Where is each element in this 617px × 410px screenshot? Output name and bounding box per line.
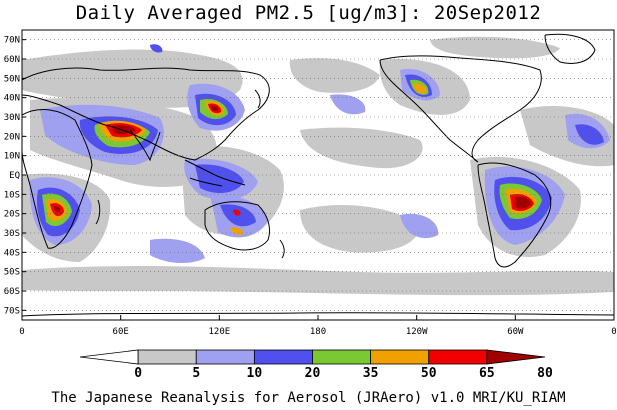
lon-axis: 0 60E 120E 180 120W 60W 0 xyxy=(19,315,617,337)
colorbar-tick-label: 10 xyxy=(247,366,263,381)
lat-label: 10N xyxy=(4,152,20,162)
colorbar-tick-label: 0 xyxy=(134,366,142,381)
colorbar-bin xyxy=(137,349,197,365)
lon-label: 60W xyxy=(507,327,524,337)
lat-label: 20N xyxy=(4,132,20,142)
lat-label: 60N xyxy=(4,55,20,65)
pm25-field xyxy=(22,33,614,317)
colorbar-tick-label: 65 xyxy=(479,366,495,381)
colorbar-bin xyxy=(195,349,255,365)
colorbar-bin xyxy=(253,349,313,365)
colorbar: 0 5 10 20 35 50 65 80 xyxy=(79,349,553,381)
lat-label: 30N xyxy=(4,113,20,123)
map-title: Daily Averaged PM2.5 [ug/m3]: 20Sep2012 xyxy=(75,2,542,24)
lon-label: 180 xyxy=(310,327,326,337)
footer-credit: The Japanese Reanalysis for Aerosol (JRA… xyxy=(51,390,566,406)
colorbar-bin xyxy=(370,349,430,365)
lat-axis: 70N 60N 50N 40N 30N 20N 10N EQ 10S 20S 30S 40S 50S 60… xyxy=(4,36,26,316)
colorbar-tick-label: 5 xyxy=(192,366,200,381)
lat-label: 60S xyxy=(4,287,20,297)
lat-label: 50N xyxy=(4,74,20,84)
colorbar-bin xyxy=(312,349,372,365)
colorbar-tick-label: 35 xyxy=(363,366,379,381)
lon-label: 120E xyxy=(208,327,230,337)
lon-label: 60E xyxy=(113,327,129,337)
colorbar-bin xyxy=(486,349,546,365)
lon-label: 0 xyxy=(19,327,24,337)
lat-label: 20S xyxy=(4,210,20,220)
lat-label: 30S xyxy=(4,229,20,239)
colorbar-bin xyxy=(428,349,488,365)
colorbar-tick-label: 80 xyxy=(537,366,553,381)
lat-label: 10S xyxy=(4,190,20,200)
lat-gridlines xyxy=(22,39,614,311)
colorbar-tick-label: 50 xyxy=(421,366,437,381)
lat-label: 50S xyxy=(4,268,20,278)
lat-label: 40N xyxy=(4,94,20,104)
lat-label: 40S xyxy=(4,248,20,258)
lon-label: 120W xyxy=(406,327,428,337)
colorbar-tick-label: 20 xyxy=(305,366,321,381)
lat-label: 70S xyxy=(4,306,20,316)
lat-label: 70N xyxy=(4,36,20,46)
lon-label: 0 xyxy=(611,327,616,337)
colorbar-bin xyxy=(79,349,139,365)
lat-label: EQ xyxy=(9,171,20,181)
